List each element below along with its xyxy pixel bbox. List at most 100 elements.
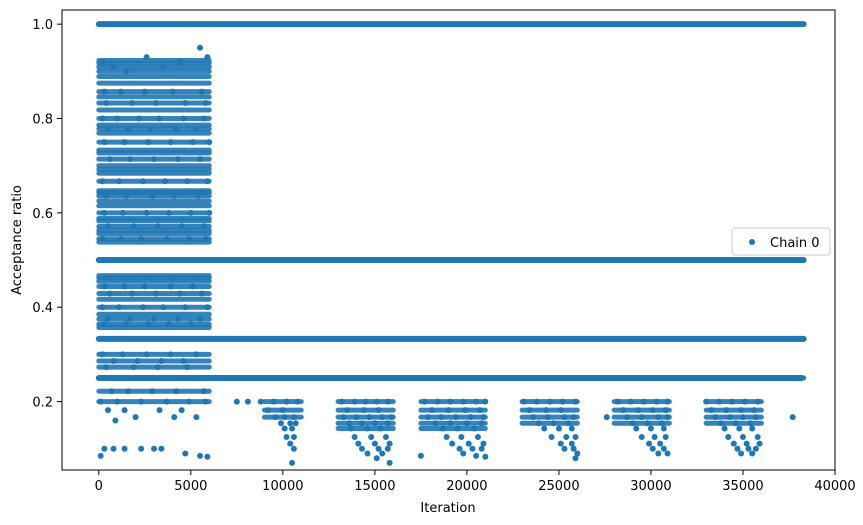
data-point [463,420,470,427]
data-point [362,398,369,405]
data-point [101,88,108,95]
data-point [338,398,345,405]
data-point [206,209,213,216]
data-point [187,209,194,216]
data-point [660,445,667,452]
data-point [176,290,183,297]
data-point [143,54,150,61]
data-point [99,178,106,185]
data-point [526,407,533,414]
data-point [130,364,137,371]
data-point [482,453,489,460]
data-point [754,398,761,405]
data-point [633,425,640,432]
data-point [114,398,121,405]
x-tick-label: 0 [95,479,103,494]
data-point [125,388,132,395]
data-point [644,420,651,427]
data-point [125,125,132,132]
data-point [97,398,104,405]
data-point [732,420,739,427]
data-point [725,433,732,440]
data-point [620,407,627,414]
data-point [198,88,205,95]
data-point [174,156,181,163]
x-tick-label: 20000 [446,479,487,494]
data-point [154,223,161,230]
data-point [465,440,472,447]
data-point [375,445,382,452]
data-point [128,99,135,106]
x-tick-label: 30000 [630,479,671,494]
data-point [169,88,176,95]
data-point [447,420,454,427]
data-point [741,398,748,405]
data-point [557,440,564,447]
data-point [358,445,365,452]
data-point [533,398,540,405]
data-point [716,398,723,405]
data-point [627,398,634,405]
data-point [736,425,743,432]
data-point [105,125,112,132]
data-point [290,445,297,452]
data-point [664,414,671,421]
data-point [257,398,264,405]
data-point [388,414,395,421]
data-point [651,433,658,440]
data-point [204,54,211,61]
data-point [749,425,756,432]
data-point [360,407,367,414]
data-point [121,283,128,290]
data-point [165,321,172,328]
data-point [156,115,163,122]
data-point [138,235,145,242]
data-points [95,21,807,466]
data-point [167,139,174,146]
data-point [417,452,424,459]
data-point [386,440,393,447]
data-point [546,398,553,405]
data-point [379,414,386,421]
data-point [421,398,428,405]
data-point [743,440,750,447]
y-tick-label: 1.0 [32,18,53,33]
data-point [151,316,158,323]
legend: Chain 0 [731,227,831,256]
data-point [439,425,446,432]
data-point [382,433,389,440]
data-point [371,420,378,427]
data-point [454,425,461,432]
data-point [158,358,165,365]
data-point [747,420,754,427]
data-point [136,115,143,122]
data-point [574,450,581,457]
data-point [738,450,745,457]
data-point [559,398,566,405]
data-point [114,115,121,122]
data-point [127,156,134,163]
data-point [734,445,741,452]
y-tick-label: 0.8 [32,113,53,128]
data-point [649,445,656,452]
data-point [290,433,297,440]
data-point [184,178,191,185]
data-point [629,420,636,427]
data-point [373,455,380,462]
data-point [754,433,761,440]
data-point [283,398,290,405]
data-point [745,445,752,452]
data-point [182,99,189,106]
data-point [198,290,205,297]
data-point [279,407,286,414]
data-point [197,156,204,163]
data-point [749,450,756,457]
data-point [478,420,485,427]
data-point [178,407,185,414]
data-point [647,425,654,432]
data-point [428,407,435,414]
data-point [103,274,110,281]
data-point [384,420,391,427]
data-point [191,274,198,281]
